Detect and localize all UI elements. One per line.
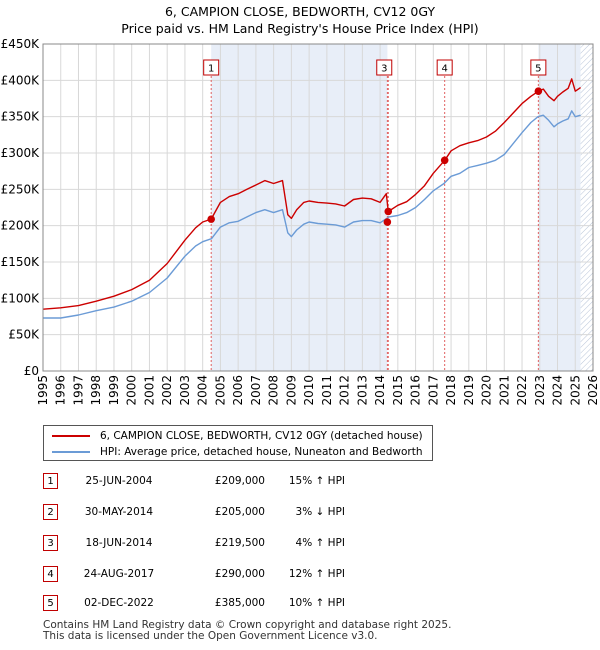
x-tick-label: 2022 [515,375,529,406]
x-tick-label: 2008 [267,375,281,406]
x-tick-label: 1996 [54,375,68,406]
table-row: 2 30-MAY-2014 £205,000 3% ↓ HPI [43,503,403,523]
transaction-hpi-diff: 10% ↑ HPI [288,597,345,609]
legend-property-label: 6, CAMPION CLOSE, BEDWORTH, CV12 0GY (de… [100,430,423,442]
sale-marker-label: 3 [381,64,387,75]
property-price-line [42,78,581,310]
sale-point [440,156,449,165]
table-row: 5 02-DEC-2022 £385,000 10% ↑ HPI [43,594,403,614]
transaction-hpi-diff: 3% ↓ HPI [295,506,345,518]
transaction-hpi-diff: 15% ↑ HPI [288,475,345,487]
legend-item-hpi: HPI: Average price, detached house, Nune… [52,444,422,460]
footer-license: This data is licensed under the Open Gov… [43,630,378,642]
transaction-number-badge: 1 [43,473,58,489]
chart-title: 6, CAMPION CLOSE, BEDWORTH, CV12 0GY [164,4,436,19]
price-chart: 1 3 4 5 £0 £50K £100K £150K £200K £250K £300K £350… [1,37,600,406]
ownership-shade [538,44,581,371]
x-tick-label: 2002 [160,375,174,406]
x-tick-label: 2017 [426,375,440,406]
sale-marker-box [203,59,220,76]
sale-point [384,207,393,216]
legend-item-property: 6, CAMPION CLOSE, BEDWORTH, CV12 0GY (de… [52,428,423,444]
y-tick-label: £200K [1,219,41,233]
y-tick-label: £100K [1,291,41,305]
transaction-hpi-diff: 4% ↑ HPI [295,537,345,549]
y-tick-label: £250K [1,182,41,196]
sale-point [534,87,543,96]
transaction-price: £385,000 [214,597,265,609]
x-tick-label: 2005 [213,375,227,406]
y-tick-label: £350K [1,110,41,124]
transaction-number-badge: 5 [43,595,58,611]
sale-point [383,218,392,226]
transaction-number-badge: 3 [43,535,58,551]
x-tick-label: 2019 [462,375,476,406]
legend: 6, CAMPION CLOSE, BEDWORTH, CV12 0GY (de… [43,425,433,461]
x-tick-label: 2009 [284,375,298,406]
y-tick-label: £0 [24,364,39,378]
transaction-price: £205,000 [214,506,265,518]
x-tick-label: 2024 [551,375,565,406]
x-tick-label: 2010 [302,375,316,406]
y-tick-label: £450K [1,37,41,51]
transaction-price: £290,000 [214,568,265,580]
x-tick-label: 2020 [480,375,494,406]
y-tick-label: £50K [8,328,40,342]
x-tick-label: 2004 [196,375,210,406]
sale-marker-label: 5 [535,64,541,75]
transaction-date: 24-AUG-2017 [83,568,155,580]
x-tick-label: 1998 [89,375,103,406]
x-tick-label: 1997 [71,375,85,406]
footer-attribution: Contains HM Land Registry data © Crown c… [43,620,451,642]
transaction-date: 25-JUN-2004 [85,475,153,487]
y-tick-label: £300K [1,146,41,160]
transaction-date: 30-MAY-2014 [84,506,154,518]
y-tick-label: £150K [1,255,41,269]
sale-marker-label: 1 [208,64,214,75]
footer-copyright: Contains HM Land Registry data © Crown c… [43,619,452,631]
x-tick-label: 2018 [444,375,458,406]
x-tick-label: 2021 [497,375,511,406]
sale-marker-box [436,59,453,76]
x-tick-label: 2016 [409,375,423,406]
x-tick-label: 2001 [142,375,156,406]
transaction-number-badge: 2 [43,504,58,520]
x-tick-label: 2000 [125,375,139,406]
x-tick-label: 2006 [231,375,245,406]
x-tick-label: 2007 [249,375,263,406]
sale-marker-box [530,59,547,76]
transaction-price: £209,000 [214,475,265,487]
x-tick-label: 2012 [338,375,352,406]
x-tick-label: 2015 [391,375,405,406]
x-tick-label: 1999 [107,375,121,406]
property-line-swatch [52,435,90,437]
legend-hpi-label: HPI: Average price, detached house, Nune… [100,446,423,458]
table-row: 1 25-JUN-2004 £209,000 15% ↑ HPI [43,472,403,492]
transaction-price: £219,500 [214,537,265,549]
transaction-number-badge: 4 [43,566,58,582]
plot-frame [42,43,594,372]
chart-subtitle: Price paid vs. HM Land Registry's House … [121,21,479,36]
x-tick-label: 2014 [373,375,387,406]
x-tick-label: 2003 [178,375,192,406]
x-tick-label: 2025 [568,375,582,406]
transaction-date: 02-DEC-2022 [84,597,154,609]
table-row: 3 18-JUN-2014 £219,500 4% ↑ HPI [43,534,403,554]
sale-marker-label: 4 [441,64,447,75]
x-tick-label: 2013 [355,375,369,406]
x-tick-label: 1995 [36,375,50,406]
hpi-line-swatch [52,451,90,453]
forecast-hatch [580,44,593,371]
x-tick-label: 2026 [586,375,600,406]
transaction-date: 18-JUN-2014 [85,537,153,549]
table-row: 4 24-AUG-2017 £290,000 12% ↑ HPI [43,565,403,585]
x-tick-label: 2023 [533,375,547,406]
hpi-line [43,110,581,319]
sale-point [207,215,215,223]
sale-marker-box [376,59,393,76]
x-tick-label: 2011 [320,375,334,406]
transaction-hpi-diff: 12% ↑ HPI [288,568,345,580]
y-tick-label: £400K [1,73,41,87]
